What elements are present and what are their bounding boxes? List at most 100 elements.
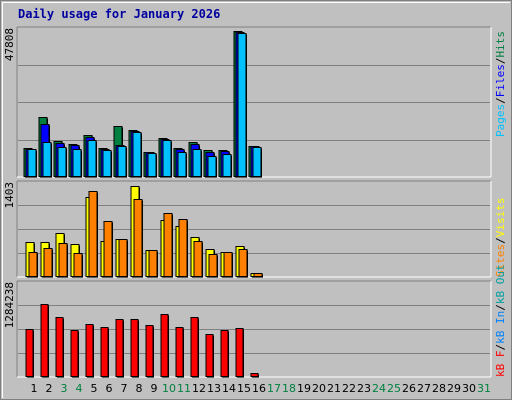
x-label-day-19: 19 (297, 382, 311, 395)
x-label-day-11: 11 (177, 382, 191, 395)
legend-entry: / (494, 304, 507, 311)
legend-1: Pages/Files/Hits (494, 31, 507, 137)
x-label-day-30: 30 (462, 382, 476, 395)
bar-pages-day-7 (117, 146, 127, 177)
legend-entry: Visits (494, 198, 507, 238)
bar-pages-day-15 (237, 33, 247, 177)
x-label-day-26: 26 (402, 382, 416, 395)
bar-kbf-day-6 (100, 327, 109, 377)
bar-kbf-day-10 (160, 314, 169, 377)
x-label-day-25: 25 (387, 382, 401, 395)
bar-pages-day-10 (162, 140, 172, 177)
x-label-day-3: 3 (61, 382, 68, 395)
legend-entry: / (494, 97, 507, 104)
bar-pages-day-6 (102, 150, 112, 177)
legend-entry: Hits (494, 31, 507, 58)
x-label-day-28: 28 (432, 382, 446, 395)
x-label-day-9: 9 (151, 382, 158, 395)
bar-pages-day-4 (72, 149, 82, 177)
legend-2: Sites/Visits (494, 198, 507, 278)
x-label-day-1: 1 (31, 382, 38, 395)
x-label-day-16: 16 (252, 382, 266, 395)
bar-sites-day-9 (148, 250, 158, 277)
x-label-day-29: 29 (447, 382, 461, 395)
x-label-day-22: 22 (342, 382, 356, 395)
bar-kbf-day-11 (175, 327, 184, 377)
y-max-label-1: 47808 (3, 28, 16, 61)
x-label-day-10: 10 (162, 382, 176, 395)
legend-entry: / (494, 237, 507, 244)
bar-pages-day-14 (222, 154, 232, 177)
bar-kbf-day-4 (70, 330, 79, 377)
bar-pages-day-13 (207, 156, 217, 177)
bar-kbf-day-3 (55, 317, 64, 377)
legend-entry: kB In (494, 311, 507, 344)
bar-sites-day-3 (58, 243, 68, 277)
bar-kbf-day-15 (235, 328, 244, 377)
bar-kbf-day-13 (205, 334, 214, 377)
bar-pages-day-3 (57, 147, 67, 177)
bar-pages-day-12 (192, 149, 202, 177)
bar-sites-day-6 (103, 221, 113, 277)
bar-kbf-day-1 (25, 329, 34, 377)
bar-kbf-day-7 (115, 319, 124, 377)
bar-sites-day-11 (178, 219, 188, 277)
chart-title: Daily usage for January 2026 (18, 7, 221, 21)
bar-sites-day-14 (223, 252, 233, 277)
bar-kbf-day-8 (130, 319, 139, 377)
x-label-day-8: 8 (136, 382, 143, 395)
bar-sites-day-10 (163, 213, 173, 277)
x-label-day-23: 23 (357, 382, 371, 395)
bar-sites-day-4 (73, 253, 83, 277)
x-label-day-21: 21 (327, 382, 341, 395)
bar-pages-day-8 (132, 132, 142, 177)
x-label-day-2: 2 (46, 382, 53, 395)
bar-kbf-day-5 (85, 324, 94, 377)
x-label-day-18: 18 (282, 382, 296, 395)
bar-pages-day-9 (147, 153, 157, 177)
bar-kbf-day-12 (190, 317, 199, 377)
x-label-day-6: 6 (106, 382, 113, 395)
bar-sites-day-12 (193, 241, 203, 277)
bar-pages-day-2 (42, 142, 52, 177)
bar-sites-day-5 (88, 191, 98, 277)
bar-pages-day-1 (27, 149, 37, 177)
x-label-day-4: 4 (76, 382, 83, 395)
x-label-day-13: 13 (207, 382, 221, 395)
x-label-day-5: 5 (91, 382, 98, 395)
x-label-day-27: 27 (417, 382, 431, 395)
x-label-day-17: 17 (267, 382, 281, 395)
y-max-label-3: 1284238 (3, 282, 16, 328)
x-label-day-20: 20 (312, 382, 326, 395)
legend-entry: Files (494, 64, 507, 97)
bar-pages-day-5 (87, 140, 97, 177)
bar-sites-day-7 (118, 239, 128, 277)
bar-sites-day-8 (133, 199, 143, 277)
legend-entry: Sites (494, 244, 507, 277)
legend-entry: Pages (494, 104, 507, 137)
legend-entry: kB F (494, 351, 507, 378)
x-label-day-14: 14 (222, 382, 236, 395)
x-label-day-31: 31 (477, 382, 491, 395)
bar-sites-day-1 (28, 252, 38, 277)
bar-sites-day-2 (43, 248, 53, 277)
bar-kbf-day-2 (40, 304, 49, 377)
bar-kbf-day-14 (220, 330, 229, 377)
x-label-day-7: 7 (121, 382, 128, 395)
bar-kbf-day-9 (145, 325, 154, 377)
legend-3: kB F/kB In/kB Out (494, 264, 507, 377)
y-max-label-2: 1403 (3, 182, 16, 209)
bar-pages-day-16 (252, 147, 262, 177)
legend-entry: / (494, 344, 507, 351)
legend-entry: kB Out (494, 264, 507, 304)
bar-sites-day-16 (253, 273, 263, 277)
x-label-day-12: 12 (192, 382, 206, 395)
bar-sites-day-15 (238, 249, 248, 277)
legend-entry: / (494, 58, 507, 65)
bar-pages-day-11 (177, 152, 187, 177)
bar-sites-day-13 (208, 254, 218, 277)
x-label-day-24: 24 (372, 382, 386, 395)
x-label-day-15: 15 (237, 382, 251, 395)
